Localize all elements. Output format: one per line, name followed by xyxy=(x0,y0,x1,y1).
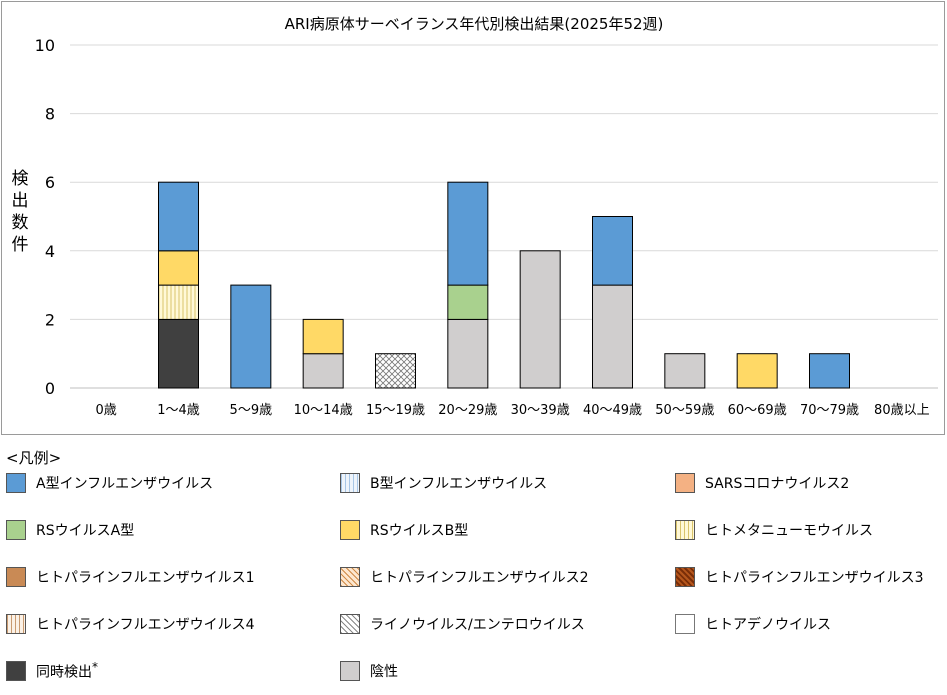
legend-label: RSウイルスA型 xyxy=(36,523,135,539)
legend-label: ヒトメタニューモウイルス xyxy=(705,523,873,539)
legend-note-mark: * xyxy=(92,660,98,675)
bar-fluA-5 xyxy=(447,181,489,286)
x-tick-label: 1～4歳 xyxy=(157,403,200,418)
legend-item-rsa: RSウイルスA型 xyxy=(6,519,134,541)
y-tick-label: 2 xyxy=(45,310,55,329)
x-tick-label: 0歳 xyxy=(96,403,117,418)
legend-label: B型インフルエンザウイルス xyxy=(370,476,548,492)
bar-fluA-2 xyxy=(230,284,272,389)
legend-swatch xyxy=(6,661,26,681)
legend-label: 同時検出* xyxy=(36,660,98,681)
x-tick-label: 60～69歳 xyxy=(728,403,787,418)
bar-fluA-1 xyxy=(158,181,199,252)
legend-swatch xyxy=(340,661,360,681)
x-tick-label: 5～9歳 xyxy=(230,403,273,418)
legend-swatch xyxy=(6,614,26,634)
bar-rhino-4 xyxy=(375,353,416,389)
y-tick-label: 4 xyxy=(45,242,55,261)
y-tick-label: 0 xyxy=(45,379,55,398)
legend-label: ライノウイルス/エンテロウイルス xyxy=(370,617,585,633)
legend-label: ヒトアデノウイルス xyxy=(705,617,831,633)
legend-swatch xyxy=(675,473,695,493)
x-tick-label: 40～49歳 xyxy=(583,403,642,418)
legend-item-hpiv4: ヒトパラインフルエンザウイルス4 xyxy=(6,613,255,635)
legend-label: ヒトパラインフルエンザウイルス1 xyxy=(36,570,255,586)
legend-swatch xyxy=(340,473,360,493)
bar-fluA-10 xyxy=(809,353,850,389)
legend-label: SARSコロナウイルス2 xyxy=(705,476,850,492)
x-tick-label: 80歳以上 xyxy=(874,403,930,418)
legend-item-negative: 陰性 xyxy=(340,660,398,682)
chart-title: ARI病原体サーベイランス年代別検出結果(2025年52週) xyxy=(285,15,664,33)
x-tick-label: 15～19歳 xyxy=(366,403,425,418)
legend-label: ヒトパラインフルエンザウイルス3 xyxy=(705,570,924,586)
y-tick-label: 8 xyxy=(45,105,55,124)
legend-title: <凡例> xyxy=(6,449,62,467)
bar-negative-6 xyxy=(519,250,561,389)
legend-label: ヒトパラインフルエンザウイルス2 xyxy=(370,570,589,586)
legend-swatch xyxy=(6,473,26,493)
bar-fluA-7 xyxy=(592,216,633,286)
legend-label: A型インフルエンザウイルス xyxy=(36,476,214,492)
bar-rsb-9 xyxy=(736,353,778,389)
legend-label: ヒトパラインフルエンザウイルス4 xyxy=(36,617,255,633)
bar-negative-8 xyxy=(664,353,706,389)
bar-hmpv-1 xyxy=(158,284,199,320)
legend-swatch xyxy=(6,520,26,540)
legend-swatch xyxy=(675,520,695,540)
legend-swatch xyxy=(340,520,360,540)
bar-rsb-1 xyxy=(158,250,199,286)
legend-label: RSウイルスB型 xyxy=(370,523,469,539)
legend-item-rhino: ライノウイルス/エンテロウイルス xyxy=(340,613,585,635)
legend-item-rsb: RSウイルスB型 xyxy=(340,519,468,541)
legend-item-fluA: A型インフルエンザウイルス xyxy=(6,472,213,494)
bar-negative-3 xyxy=(302,353,344,389)
legend-item-fluB: B型インフルエンザウイルス xyxy=(340,472,547,494)
legend-swatch xyxy=(340,567,360,587)
legend-swatch xyxy=(6,567,26,587)
legend-item-hpiv1: ヒトパラインフルエンザウイルス1 xyxy=(6,566,255,588)
legend-swatch xyxy=(340,614,360,634)
legend-item-adeno: ヒトアデノウイルス xyxy=(675,613,831,635)
legend-item-sars: SARSコロナウイルス2 xyxy=(675,472,849,494)
bar-simultaneous-1 xyxy=(158,318,199,389)
x-tick-label: 20～29歳 xyxy=(438,403,497,418)
legend-label: 陰性 xyxy=(370,664,398,680)
x-tick-label: 10～14歳 xyxy=(294,403,353,418)
bar-negative-7 xyxy=(592,284,633,389)
x-tick-label: 30～39歳 xyxy=(511,403,570,418)
legend-item-hmpv: ヒトメタニューモウイルス xyxy=(675,519,873,541)
bar-rsa-5 xyxy=(447,284,489,320)
legend-item-hpiv2: ヒトパラインフルエンザウイルス2 xyxy=(340,566,589,588)
y-tick-label: 6 xyxy=(45,173,55,192)
y-tick-label: 10 xyxy=(35,36,55,55)
x-tick-label: 50～59歳 xyxy=(655,403,714,418)
bar-negative-5 xyxy=(447,318,489,389)
legend-swatch xyxy=(675,567,695,587)
legend-item-hpiv3: ヒトパラインフルエンザウイルス3 xyxy=(675,566,924,588)
legend-item-simultaneous: 同時検出* xyxy=(6,660,98,682)
chart-svg: 0 2 4 6 8 10 ARI病原体サーベイランス年代別検出結果(2025年52週) 検出数… xyxy=(12,15,938,418)
chart-frame: 0 2 4 6 8 10 ARI病原体サーベイランス年代別検出結果(2025年52週) 検出数… xyxy=(1,1,945,435)
bar-rsb-3 xyxy=(302,318,344,355)
y-axis-label: 検出数件 xyxy=(12,169,29,255)
x-tick-label: 70～79歳 xyxy=(800,403,859,418)
legend-swatch xyxy=(675,614,695,634)
